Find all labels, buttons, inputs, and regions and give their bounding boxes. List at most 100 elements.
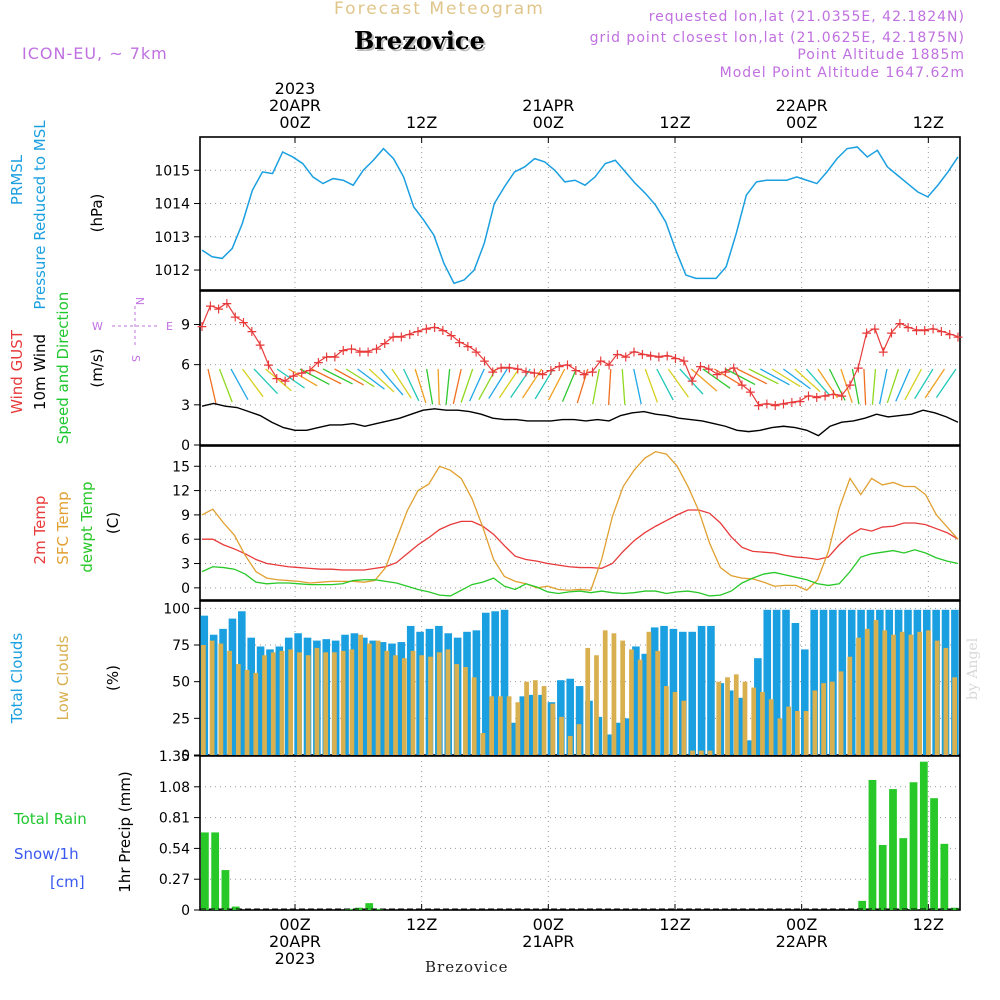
wind-direction-arrow [904,368,923,401]
cloud-low-bar [637,659,643,755]
wind-direction-arrow [478,368,497,401]
wind-gust-marker: + [520,364,532,380]
cloud-total-bar [510,722,518,755]
wind-gust-marker: + [504,360,516,376]
wind-direction-arrow [914,368,934,400]
cloud-low-bar [323,652,329,755]
cloud-low-bar [952,677,957,755]
wind-gust-marker: + [379,336,391,352]
cloud-low-bar [576,724,582,755]
wind-gust-marker: + [553,359,565,375]
wind-gust-marker: + [894,316,906,332]
cloud-ylabel: (%) [104,665,122,691]
wind-direction-arrow [817,368,838,399]
grid-point-coords: grid point closest lon,lat (21.0625E, 42… [589,30,965,46]
precip-rain-bar [868,779,877,910]
cloud-low-bar [401,658,407,755]
wind-gust-marker: + [454,335,466,351]
wind-ytick-label: 6 [181,358,190,374]
wind-gust-marker: + [852,360,864,376]
cloud-total-bar [275,646,284,755]
wind-gust-marker: + [828,387,840,403]
precipitation-ytick-label: 0.27 [159,872,190,888]
cloud-label-low: Low Clouds [54,635,72,720]
precipitation-ytick-label: 1.08 [159,780,190,796]
cloud-total-bar [744,740,753,755]
wind-direction-arrow [871,368,877,405]
pressure-label-prmsl: PRMSL [8,154,26,205]
temperature-ytick-label: 3 [181,557,190,573]
wind-gust-marker: + [288,368,300,384]
wind-frame [199,290,961,446]
cloud-total-bar [650,627,659,755]
cloud-low-bar [340,650,346,755]
temperature-ytick-label: 12 [172,484,190,500]
wind-direction-arrow [380,368,404,396]
wind-gust-marker: + [902,320,914,336]
cloud-low-bar [410,650,416,755]
cloud-low-bar [480,733,486,755]
wind-direction-arrow [633,368,642,405]
wind-gust-marker: + [595,354,607,370]
cloud-low-bar [926,630,931,755]
compass-e-icon: E [166,320,173,333]
point-altitude: Point Altitude 1885m [797,47,965,63]
cloud-low-bar [567,735,573,755]
cloud-total-bar [247,637,255,755]
temperature-ytick-label: 0 [181,581,190,597]
wind-gust-marker: + [736,378,748,394]
wind-gust-marker: + [877,344,889,360]
temp-label-dewpt: dewpt Temp [78,481,96,572]
cloud-low-bar [209,640,215,755]
wind-direction-arrow [426,368,434,405]
wind-direction-arrow [437,368,440,405]
cloud-total-bar [894,609,903,755]
compass-s-icon: S [129,355,142,362]
precip-rain-bar [889,789,897,910]
wind-direction-arrow [690,368,718,392]
wind-direction-arrow [679,368,704,395]
cloud-low-bar [471,677,477,755]
wind-gust-marker: + [720,364,732,380]
wind-gust-marker: + [263,358,275,374]
wind-gust-marker: + [936,324,948,340]
wind-gust-marker: + [304,363,316,379]
wind-gust-marker: + [695,359,707,375]
wind-gust-marker: + [728,360,740,376]
wind-direction-arrow [561,368,577,402]
precip-rain-bar [950,907,959,910]
wind-direction-arrow [644,368,658,403]
pressure-ytick-label: 1015 [154,163,190,179]
wind-gust-marker: + [479,354,491,370]
wind-gust-marker: + [404,327,416,343]
wind-gust-marker: + [628,344,640,360]
cloud-low-bar [279,650,285,755]
cloud-low-bar [620,640,626,755]
wind-direction-arrow [592,368,600,405]
time-tick-top: 12Z [406,113,437,132]
wind-direction-arrow [460,368,474,403]
wind-direction-arrow [895,368,911,402]
wind-direction-arrow [253,368,279,395]
cloud-total-bar [528,694,537,755]
temp-sfc-line [201,450,959,592]
wind-direction-arrow [794,368,821,393]
precip-rain-bar [375,908,384,910]
cloud-low-bar [838,671,844,755]
cloud-low-bar [384,650,390,755]
pressure-ytick-label: 1014 [154,197,190,213]
cloud-total-bar [876,609,884,755]
cloud-total-bar [575,686,584,755]
wind-gust-marker: + [711,367,723,383]
wind-gust-marker: + [238,315,250,331]
cloud-low-bar [934,640,940,755]
wind-direction-arrow [469,368,485,402]
wind-direction-arrow [607,368,612,405]
cloud-total-bar [697,625,706,755]
cloud-low-bar [201,645,206,755]
cloud-total-bar [782,609,790,755]
cloud-total-bar [378,642,387,755]
cloud-total-bar [613,722,621,755]
cloud-low-bar [899,631,905,755]
cloud-low-bar [847,656,853,755]
